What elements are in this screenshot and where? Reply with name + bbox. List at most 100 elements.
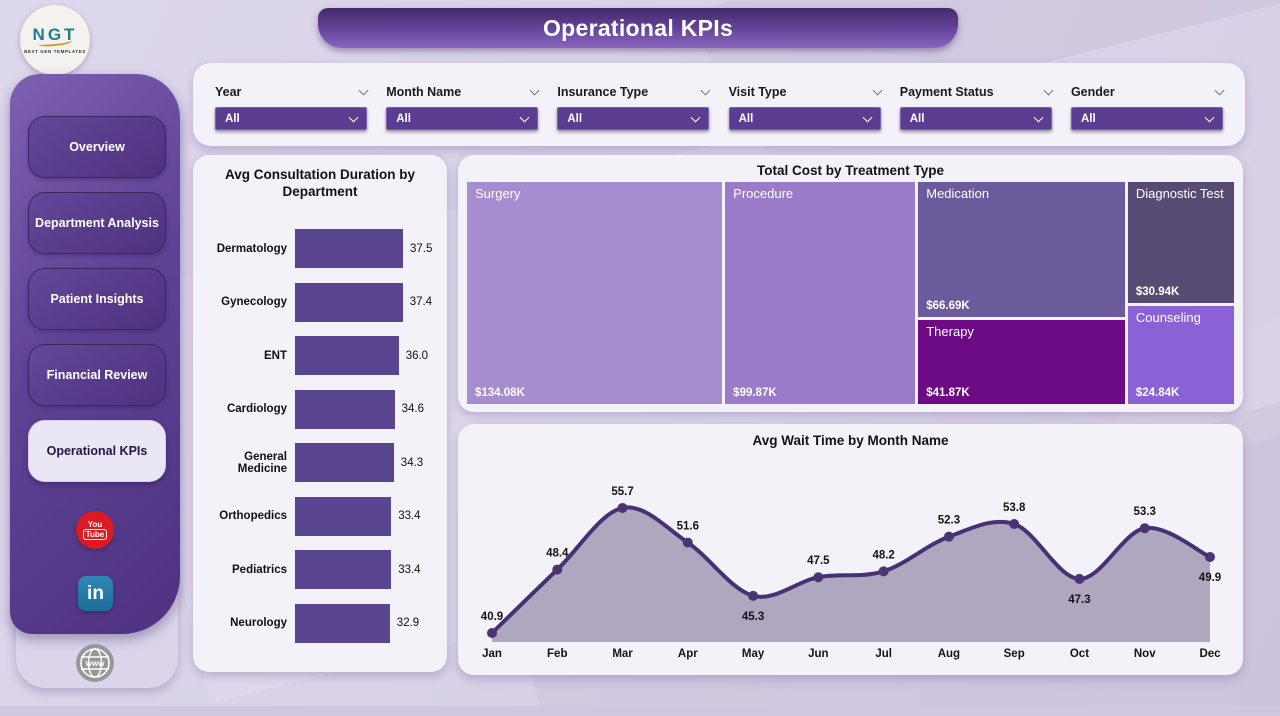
bar-general-medicine[interactable] xyxy=(295,443,394,483)
globe-icon: www xyxy=(76,644,114,682)
visit-type-dropdown[interactable]: All xyxy=(728,107,881,130)
logo-text: NGT xyxy=(32,24,78,44)
data-point-jan[interactable] xyxy=(487,628,497,638)
data-point-value-label: 49.9 xyxy=(1199,572,1221,584)
sidebar-item-operational-kpis[interactable]: Operational KPIs xyxy=(28,420,166,482)
bar-value-label: 37.4 xyxy=(409,296,433,309)
tile-value: $66.69K xyxy=(926,299,970,312)
area-chart-plot[interactable]: 40.9 Jan 48.4 Feb 55.7 Mar 51.6 Apr 45.3 May 47.5 J… xyxy=(458,452,1243,675)
chevron-down-icon[interactable] xyxy=(872,85,883,96)
bar-cardiology[interactable] xyxy=(295,389,395,429)
bar-value-label: 33.4 xyxy=(398,563,421,576)
chevron-down-icon[interactable] xyxy=(1043,85,1054,96)
bar-row-gynecology: Gynecology 37.4 xyxy=(193,276,447,330)
sidebar-item-patient-insights[interactable]: Patient Insights xyxy=(28,268,166,330)
insurance-type-dropdown[interactable]: All xyxy=(557,107,710,130)
chevron-down-icon xyxy=(690,112,701,122)
treemap-card: Total Cost by Treatment Type Surgery $134… xyxy=(458,155,1243,412)
youtube-icon-text: Tube xyxy=(82,529,108,540)
treemap-column: Surgery $134.08K xyxy=(467,182,723,404)
page-title: Operational KPIs xyxy=(542,14,734,41)
data-point-oct[interactable] xyxy=(1074,573,1085,584)
sidebar-item-department-analysis[interactable]: Department Analysis xyxy=(28,192,166,254)
chevron-down-icon xyxy=(1204,112,1215,122)
x-axis-month-label: May xyxy=(742,648,765,660)
gender-dropdown[interactable]: All xyxy=(1070,107,1223,130)
data-point-sep[interactable] xyxy=(1009,518,1020,529)
bar-category-label: Pediatrics xyxy=(232,563,287,576)
bar-value-label: 36.0 xyxy=(405,349,429,362)
data-point-nov[interactable] xyxy=(1139,523,1150,534)
tile-value: $99.87K xyxy=(733,387,777,399)
bar-gynecology[interactable] xyxy=(295,282,403,322)
chevron-down-icon xyxy=(862,112,873,122)
linkedin-icon[interactable]: in xyxy=(78,576,113,611)
month-name-dropdown[interactable]: All xyxy=(386,107,539,130)
sidebar-item-overview[interactable]: Overview xyxy=(28,116,166,178)
treemap-tile-surgery[interactable]: Surgery $134.08K xyxy=(467,182,723,404)
dropdown-value: All xyxy=(909,112,925,125)
bar-pediatrics[interactable] xyxy=(295,550,392,590)
filter-insurance-type: Insurance Type All xyxy=(557,85,711,130)
data-point-value-label: 48.4 xyxy=(546,548,569,560)
treemap-tile-diagnostic-test[interactable]: Diagnostic Test $30.94K xyxy=(1127,182,1234,304)
bar-value-label: 34.3 xyxy=(400,456,424,469)
bar-ent[interactable] xyxy=(295,336,399,376)
filter-label: Insurance Type xyxy=(557,85,649,99)
bar-row-orthopedics: Orthopedics 33.4 xyxy=(193,490,447,544)
bar-dermatology[interactable] xyxy=(295,229,403,269)
filter-payment-status: Payment Status All xyxy=(899,85,1054,130)
filter-label: Payment Status xyxy=(899,85,994,99)
data-point-jul[interactable] xyxy=(878,566,889,577)
tile-value: $30.94K xyxy=(1135,286,1180,299)
chevron-down-icon[interactable] xyxy=(358,85,369,96)
filter-label: Month Name xyxy=(386,85,462,99)
chevron-down-icon[interactable] xyxy=(529,85,540,96)
data-point-feb[interactable] xyxy=(552,564,563,575)
year-dropdown[interactable]: All xyxy=(215,107,367,130)
x-axis-month-label: Mar xyxy=(612,648,633,660)
treemap-tile-medication[interactable]: Medication $66.69K xyxy=(918,182,1125,317)
bar-row-neurology: Neurology 32.9 xyxy=(193,597,447,651)
data-point-value-label: 48.2 xyxy=(872,549,894,561)
data-point-mar[interactable] xyxy=(617,502,628,513)
bar-category-label: Orthopedics xyxy=(219,510,287,523)
dropdown-value: All xyxy=(738,112,754,125)
data-point-jun[interactable] xyxy=(813,572,824,583)
treemap-tile-procedure[interactable]: Procedure $99.87K xyxy=(725,182,916,404)
filter-label: Visit Type xyxy=(728,85,787,99)
data-point-dec[interactable] xyxy=(1205,551,1215,562)
filter-label: Gender xyxy=(1070,85,1115,99)
svg-text:www: www xyxy=(85,659,105,668)
bar-category-label: Gynecology xyxy=(221,296,287,309)
data-point-may[interactable] xyxy=(748,590,759,601)
bar-neurology[interactable] xyxy=(295,603,390,643)
x-axis-month-label: Nov xyxy=(1134,648,1156,660)
treemap-tile-therapy[interactable]: Therapy $41.87K xyxy=(918,319,1125,404)
bar-category-label: Neurology xyxy=(230,617,287,630)
data-point-apr[interactable] xyxy=(682,537,693,548)
tile-value: $41.87K xyxy=(926,387,970,399)
data-point-value-label: 51.6 xyxy=(677,521,699,533)
page-title-banner: Operational KPIs xyxy=(318,8,958,48)
data-point-value-label: 52.3 xyxy=(938,515,960,527)
data-point-aug[interactable] xyxy=(943,531,954,542)
tile-name: Procedure xyxy=(733,186,794,201)
filter-label: Year xyxy=(215,85,242,99)
area-chart-card: Avg Wait Time by Month Name 40.9 Jan 48.4 F… xyxy=(458,424,1243,675)
payment-status-dropdown[interactable]: All xyxy=(899,107,1052,130)
treemap-column: Procedure $99.87K xyxy=(725,182,916,404)
sidebar-item-financial-review[interactable]: Financial Review xyxy=(28,344,166,406)
website-globe-icon[interactable]: www xyxy=(75,643,115,683)
chevron-down-icon[interactable] xyxy=(700,85,711,96)
bar-row-ent: ENT 36.0 xyxy=(193,329,447,383)
bar-orthopedics[interactable] xyxy=(295,496,392,536)
youtube-icon-text: You xyxy=(87,520,103,529)
bar-row-cardiology: Cardiology 34.6 xyxy=(193,383,447,437)
bar-category-label: Dermatology xyxy=(216,242,287,255)
treemap-tile-counseling[interactable]: Counseling $24.84K xyxy=(1127,306,1234,404)
chevron-down-icon[interactable] xyxy=(1214,85,1225,96)
youtube-icon[interactable]: You Tube xyxy=(76,511,114,549)
bar-row-general-medicine: General Medicine 34.3 xyxy=(193,436,447,490)
